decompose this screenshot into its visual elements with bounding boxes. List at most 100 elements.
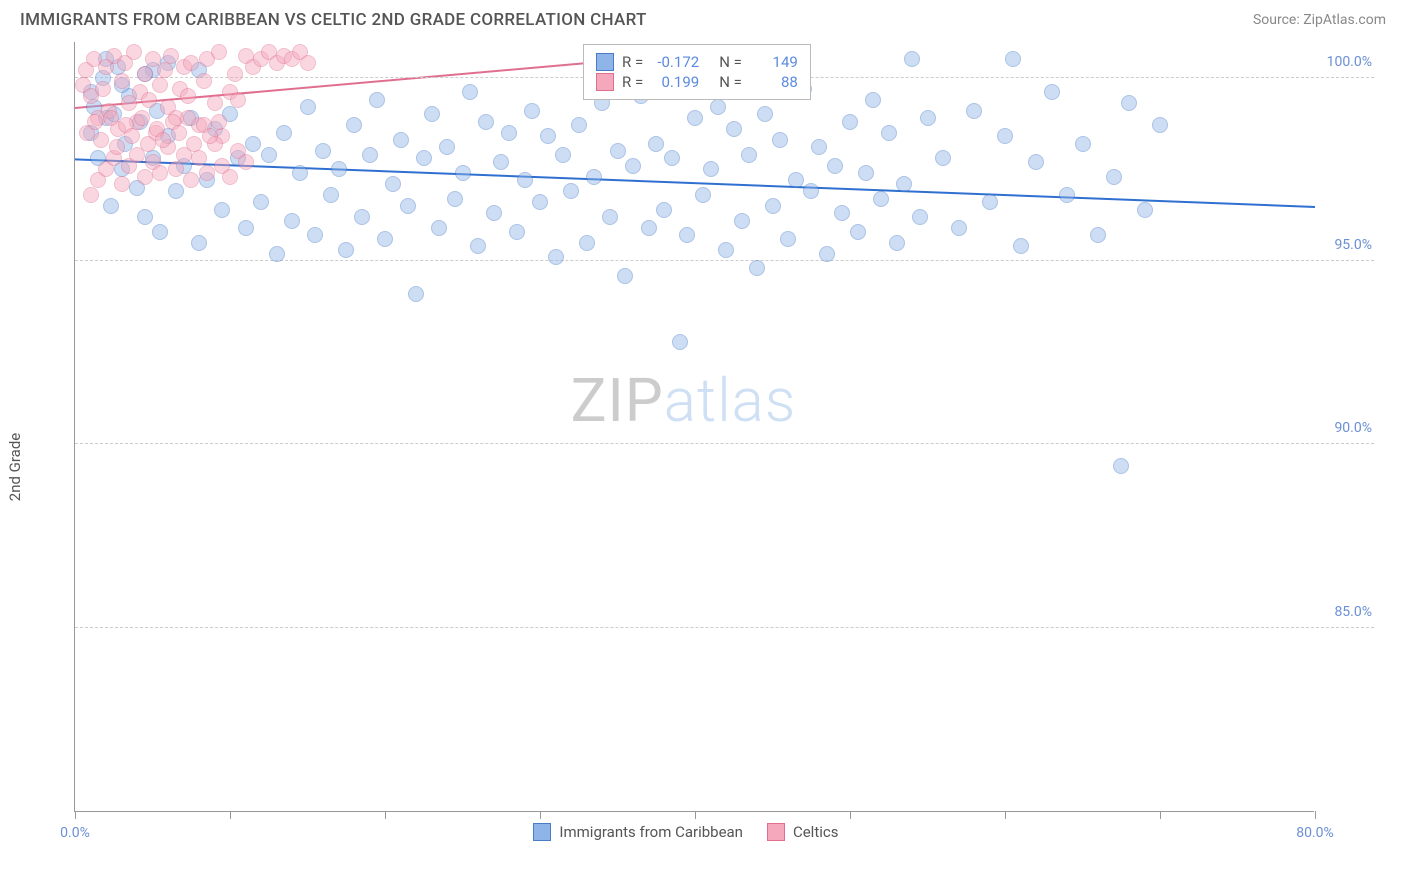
data-point xyxy=(408,286,424,302)
data-point xyxy=(858,165,874,181)
data-point xyxy=(1121,95,1137,111)
data-point xyxy=(134,110,150,126)
data-point xyxy=(920,110,936,126)
data-point xyxy=(276,125,292,141)
data-point xyxy=(889,235,905,251)
data-point xyxy=(517,172,533,188)
legend-swatch xyxy=(596,53,614,71)
x-tick xyxy=(385,811,386,819)
data-point xyxy=(202,128,218,144)
data-point xyxy=(648,136,664,152)
data-point xyxy=(1075,136,1091,152)
data-point xyxy=(772,132,788,148)
data-point xyxy=(1113,458,1129,474)
data-point xyxy=(238,154,254,170)
data-point xyxy=(168,183,184,199)
data-point xyxy=(842,114,858,130)
data-point xyxy=(126,44,142,60)
data-point xyxy=(819,246,835,262)
r-value: 0.199 xyxy=(651,73,699,91)
data-point xyxy=(114,176,130,192)
data-point xyxy=(362,147,378,163)
data-point xyxy=(393,132,409,148)
data-point xyxy=(180,110,196,126)
data-point xyxy=(672,334,688,350)
x-tick xyxy=(540,811,541,819)
data-point xyxy=(377,231,393,247)
data-point xyxy=(486,205,502,221)
x-tick xyxy=(850,811,851,819)
data-point xyxy=(703,161,719,177)
data-point xyxy=(155,132,171,148)
data-point xyxy=(532,194,548,210)
data-point xyxy=(749,260,765,276)
stats-legend-row: R =-0.172N =149 xyxy=(596,53,798,71)
data-point xyxy=(152,77,168,93)
data-point xyxy=(455,165,471,181)
y-tick-label: 100.0% xyxy=(1327,54,1372,70)
series-legend: Immigrants from Caribbean Celtics xyxy=(533,821,838,843)
series-label: Celtics xyxy=(793,823,839,841)
data-point xyxy=(997,128,1013,144)
data-point xyxy=(331,161,347,177)
data-point xyxy=(141,92,157,108)
data-point xyxy=(641,220,657,236)
data-point xyxy=(896,176,912,192)
data-point xyxy=(230,92,246,108)
data-point xyxy=(323,187,339,203)
n-label: N = xyxy=(719,73,742,91)
data-point xyxy=(137,169,153,185)
data-point xyxy=(152,165,168,181)
data-point xyxy=(140,136,156,152)
data-point xyxy=(385,176,401,192)
stats-legend-row: R = 0.199 N = 88 xyxy=(596,73,798,91)
data-point xyxy=(93,132,109,148)
x-tick xyxy=(1160,811,1161,819)
data-point xyxy=(196,73,212,89)
data-point xyxy=(850,224,866,240)
data-point xyxy=(951,220,967,236)
legend-swatch xyxy=(596,73,614,91)
data-point xyxy=(245,136,261,152)
data-point xyxy=(354,209,370,225)
legend-swatch xyxy=(767,823,785,841)
data-point xyxy=(625,158,641,174)
data-point xyxy=(780,231,796,247)
data-point xyxy=(563,183,579,199)
data-point xyxy=(103,198,119,214)
data-point xyxy=(966,103,982,119)
data-point xyxy=(478,114,494,130)
data-point xyxy=(610,143,626,159)
r-label: R = xyxy=(622,73,643,91)
data-point xyxy=(695,187,711,203)
data-point xyxy=(540,128,556,144)
n-value: 88 xyxy=(750,73,798,91)
data-point xyxy=(734,213,750,229)
gridline xyxy=(75,443,1374,444)
y-tick-label: 90.0% xyxy=(1334,420,1372,436)
data-point xyxy=(501,125,517,141)
chart-title: IMMIGRANTS FROM CARIBBEAN VS CELTIC 2ND … xyxy=(20,10,647,30)
data-point xyxy=(137,66,153,82)
data-point xyxy=(87,114,103,130)
data-point xyxy=(687,110,703,126)
data-point xyxy=(873,191,889,207)
data-point xyxy=(315,143,331,159)
data-point xyxy=(803,183,819,199)
data-point xyxy=(214,202,230,218)
data-point xyxy=(346,117,362,133)
data-point xyxy=(982,194,998,210)
data-point xyxy=(183,55,199,71)
data-point xyxy=(718,242,734,258)
data-point xyxy=(1152,117,1168,133)
data-point xyxy=(431,220,447,236)
x-tick-label: 0.0% xyxy=(60,825,90,841)
data-point xyxy=(338,242,354,258)
data-point xyxy=(555,147,571,163)
scatter-plot: ZIPatlas 85.0%90.0%95.0%100.0%0.0%80.0%R… xyxy=(74,42,1314,812)
data-point xyxy=(114,73,130,89)
source-link[interactable]: ZipAtlas.com xyxy=(1303,12,1386,28)
data-point xyxy=(1137,202,1153,218)
series-legend-item: Immigrants from Caribbean xyxy=(533,823,743,841)
data-point xyxy=(124,128,140,144)
